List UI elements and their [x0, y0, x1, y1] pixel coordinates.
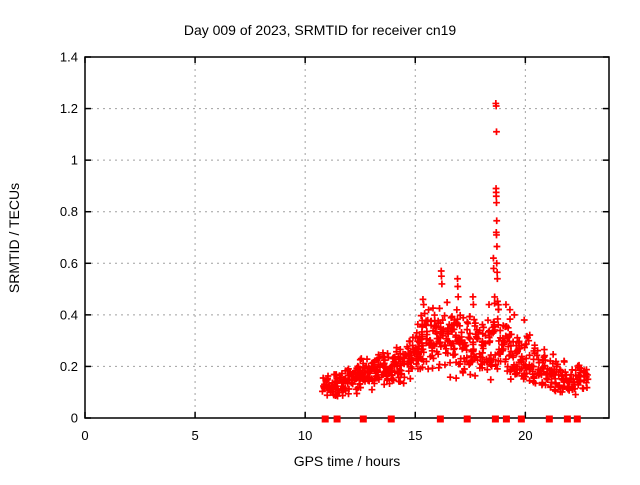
y-tick-label: 0: [71, 411, 78, 426]
x-tick-label: 10: [298, 428, 312, 443]
zero-value-markers: [321, 415, 581, 423]
chart-title: Day 009 of 2023, SRMTID for receiver cn1…: [183, 22, 457, 38]
gridlines: [85, 57, 609, 418]
data-points: [319, 100, 592, 400]
plot-border: [84, 56, 610, 419]
y-tick-label: 0.2: [60, 359, 78, 374]
x-tick-label: 15: [408, 428, 422, 443]
y-tick-label: 1.4: [60, 50, 78, 65]
y-tick-label: 0.8: [60, 204, 78, 219]
tick-marks: [84, 56, 609, 419]
y-tick-labels: 0 0.2 0.4 0.6 0.8 1 1.2 1.4: [60, 50, 78, 426]
x-tick-label: 0: [81, 428, 88, 443]
x-tick-label: 20: [518, 428, 532, 443]
x-tick-labels: 0 5 10 15 20: [81, 428, 532, 443]
y-tick-label: 0.4: [60, 307, 78, 322]
y-tick-label: 1: [71, 153, 78, 168]
y-tick-label: 1.2: [60, 101, 78, 116]
x-axis-label: GPS time / hours: [293, 453, 401, 469]
y-tick-label: 0.6: [60, 256, 78, 271]
y-axis-label: SRMTID / TECUs: [6, 182, 22, 294]
x-tick-label: 5: [191, 428, 198, 443]
